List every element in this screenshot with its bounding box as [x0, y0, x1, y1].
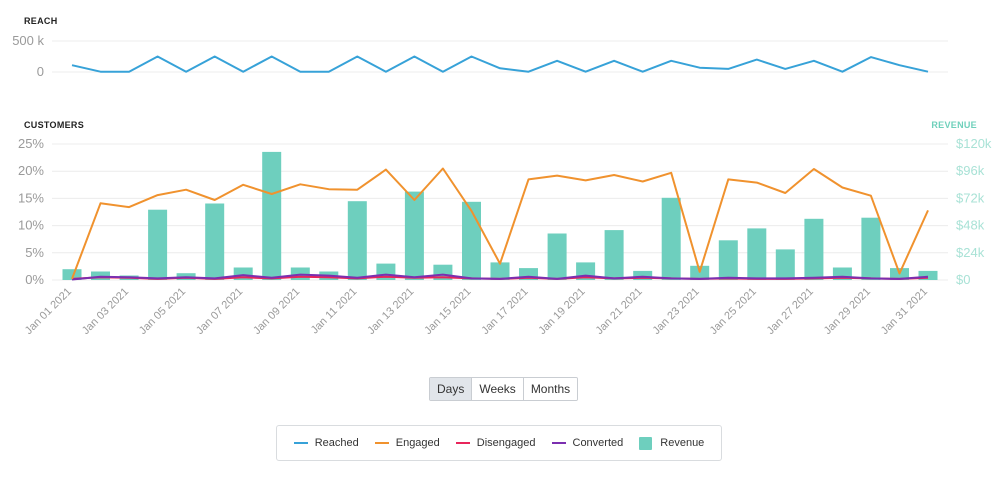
customers-x-tick: Jan 21 2021: [593, 286, 644, 337]
revenue-bar: [347, 201, 367, 280]
customers-lines: [71, 167, 929, 281]
legend-label-engaged: Engaged: [395, 437, 440, 449]
customers-y-tick: 20%: [18, 163, 44, 178]
customers-x-tick: Jan 09 2021: [251, 286, 302, 337]
customers-x-tick: Jan 07 2021: [194, 286, 245, 337]
legend-swatch-converted: [551, 442, 566, 444]
legend-label-revenue: Revenue: [660, 437, 705, 449]
reach-title: REACH: [24, 16, 58, 26]
customers-x-tick: Jan 13 2021: [365, 286, 416, 337]
revenue-bar: [62, 269, 82, 280]
legend-item-disengaged[interactable]: Disengaged: [455, 437, 536, 449]
revenue-bar: [690, 265, 710, 280]
reach-series-line: [71, 55, 929, 73]
customers-x-tick: Jan 19 2021: [536, 286, 587, 337]
legend-label-disengaged: Disengaged: [476, 437, 536, 449]
customers-panel: CUSTOMERS REVENUE 0% 5% 10% 15% 20% 25% $0 $24…: [18, 120, 992, 337]
revenue-bar: [661, 197, 681, 280]
customers-x-axis: Jan 01 2021 Jan 03 2021 Jan 05 2021 Jan 07 …: [23, 286, 930, 337]
revenue-y-tick: $72k: [956, 190, 985, 205]
revenue-bar: [205, 203, 225, 280]
revenue-bar: [775, 249, 795, 280]
customers-x-tick: Jan 11 2021: [309, 286, 360, 337]
revenue-y-axis: $0 $24k $48k $72k $96k $120k: [956, 136, 992, 287]
customers-y-tick: 15%: [18, 190, 44, 205]
legend: Reached Engaged Disengaged Converted Rev…: [276, 425, 722, 461]
legend-swatch-engaged: [374, 442, 389, 444]
reach-lines: [71, 55, 929, 73]
reach-y-tick: 500 k: [12, 33, 44, 48]
reach-grid: [52, 40, 948, 73]
reach-y-axis: 0 500 k: [12, 33, 44, 79]
revenue-bar: [519, 268, 538, 280]
legend-label-converted: Converted: [572, 437, 624, 449]
legend-label-reached: Reached: [314, 437, 359, 449]
revenue-bars: [62, 151, 938, 280]
revenue-bar: [633, 270, 653, 280]
revenue-y-tick: $96k: [956, 163, 985, 178]
customers-x-tick: Jan 01 2021: [23, 286, 74, 337]
revenue-bar: [462, 201, 481, 280]
revenue-bar: [490, 262, 510, 280]
revenue-y-tick: $48k: [956, 218, 985, 233]
customers-x-tick: Jan 03 2021: [80, 286, 131, 337]
customers-y-tick: 25%: [18, 136, 44, 151]
revenue-bar: [804, 218, 824, 280]
reach-y-tick: 0: [37, 64, 44, 79]
customers-y-axis: 0% 5% 10% 15% 20% 25%: [18, 136, 44, 287]
revenue-y-tick: $120k: [956, 136, 992, 151]
revenue-bar: [861, 217, 881, 280]
customers-x-tick: Jan 15 2021: [422, 286, 473, 337]
customers-x-tick: Jan 05 2021: [137, 286, 188, 337]
weeks-button[interactable]: Weeks: [472, 378, 524, 400]
customers-y-tick: 5%: [25, 245, 44, 260]
customers-title: CUSTOMERS: [24, 120, 84, 130]
revenue-bar: [918, 270, 938, 280]
customers-y-tick: 0%: [25, 272, 44, 287]
engaged-series-line: [71, 167, 929, 280]
time-range-selector: Days Weeks Months: [429, 377, 579, 401]
customers-y-tick: 10%: [18, 218, 44, 233]
converted-series-line: [71, 273, 929, 281]
revenue-bar: [262, 151, 282, 280]
legend-item-reached[interactable]: Reached: [293, 437, 359, 449]
legend-swatch-reached: [293, 442, 308, 444]
customers-x-tick: Jan 17 2021: [479, 286, 530, 337]
customers-x-tick: Jan 29 2021: [822, 286, 873, 337]
customers-x-tick: Jan 27 2021: [765, 286, 816, 337]
legend-swatch-disengaged: [455, 442, 470, 444]
legend-item-revenue[interactable]: Revenue: [639, 436, 705, 450]
reach-panel: REACH 0 500 k: [12, 16, 948, 79]
legend-item-converted[interactable]: Converted: [551, 437, 624, 449]
revenue-y-tick: $0: [956, 272, 970, 287]
revenue-y-tick: $24k: [956, 245, 985, 260]
revenue-axis-title: REVENUE: [931, 120, 977, 130]
days-button[interactable]: Days: [430, 378, 473, 400]
revenue-bar: [747, 228, 767, 280]
revenue-bar: [547, 233, 567, 280]
legend-swatch-revenue: [639, 436, 653, 450]
revenue-bar: [404, 191, 424, 280]
revenue-bar: [604, 230, 624, 280]
customers-x-tick: Jan 31 2021: [879, 286, 930, 337]
customers-x-tick: Jan 23 2021: [651, 286, 702, 337]
legend-item-engaged[interactable]: Engaged: [374, 437, 440, 449]
revenue-bar: [148, 209, 168, 280]
customers-x-tick: Jan 25 2021: [708, 286, 759, 337]
revenue-bar: [718, 240, 738, 280]
months-button[interactable]: Months: [523, 378, 578, 400]
